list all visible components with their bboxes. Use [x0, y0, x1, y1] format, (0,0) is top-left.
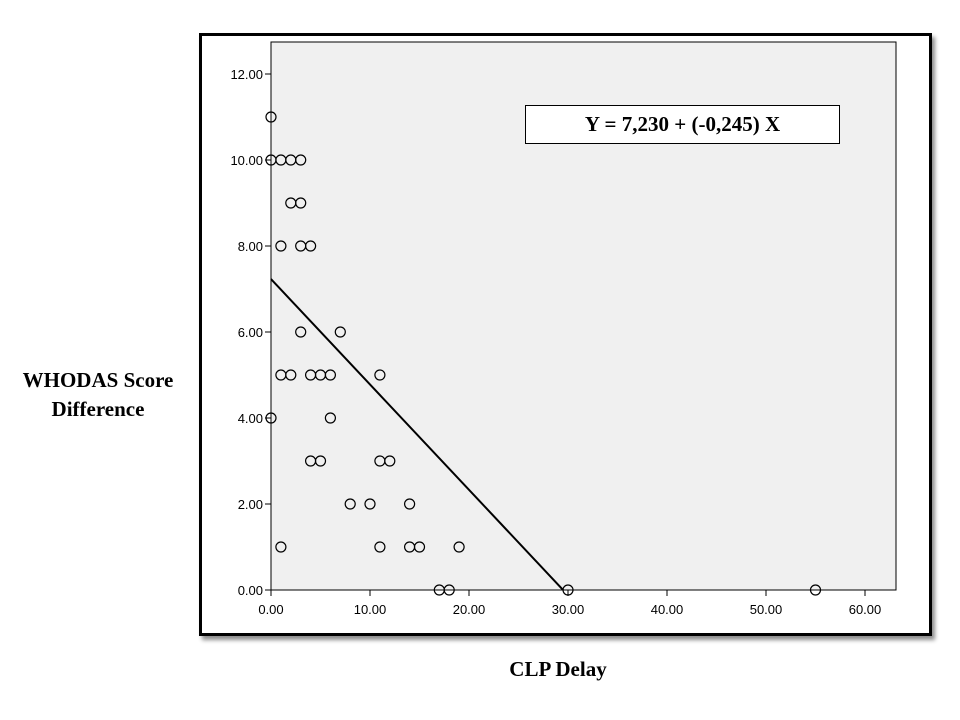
y-axis-label-line-2: Difference	[51, 397, 145, 421]
regression-equation-box: Y = 7,230 + (-0,245) X	[525, 105, 840, 144]
data-point	[413, 541, 426, 553]
y-tick-label: 10.00	[230, 153, 263, 168]
x-tick-label: 10.00	[354, 602, 387, 617]
x-tick-label: 50.00	[750, 602, 783, 617]
data-point	[275, 541, 287, 553]
y-axis-label: WHODAS Score Difference	[8, 366, 188, 424]
data-point	[443, 584, 455, 596]
data-point	[285, 369, 297, 381]
data-point	[295, 326, 307, 338]
y-tick-label: 12.00	[230, 67, 263, 82]
x-tick-label: 30.00	[552, 602, 585, 617]
data-point	[562, 584, 574, 596]
data-point	[374, 369, 386, 381]
data-point	[324, 412, 336, 424]
data-point	[374, 541, 386, 553]
y-axis: 0.00 2.00 4.00 6.00 8.00 10.00 12.00	[230, 67, 271, 598]
x-tick-label: 0.00	[258, 602, 283, 617]
x-tick-label: 60.00	[849, 602, 882, 617]
data-point	[275, 240, 287, 252]
y-tick-label: 8.00	[238, 239, 263, 254]
data-point	[809, 584, 822, 596]
data-point	[265, 412, 277, 424]
data-point	[344, 498, 356, 510]
x-axis-label: CLP Delay	[509, 657, 607, 681]
data-point	[334, 326, 346, 338]
data-point	[295, 197, 307, 209]
regression-line	[270, 278, 564, 591]
x-tick-label: 40.00	[651, 602, 684, 617]
data-point	[265, 111, 277, 123]
y-tick-label: 0.00	[238, 583, 263, 598]
y-tick-label: 6.00	[238, 325, 263, 340]
y-tick-label: 4.00	[238, 411, 263, 426]
data-point	[384, 455, 396, 467]
data-point	[453, 541, 465, 553]
y-axis-label-line-1: WHODAS Score	[22, 368, 174, 392]
x-tick-label: 20.00	[453, 602, 486, 617]
data-point	[314, 455, 327, 467]
data-point	[404, 498, 416, 510]
data-point	[364, 498, 376, 510]
y-tick-label: 2.00	[238, 497, 263, 512]
data-points	[265, 111, 822, 596]
x-axis: 0.00 10.00 20.00 30.00 40.00 50.00 60.00	[258, 590, 881, 617]
data-point	[324, 369, 336, 381]
data-point	[295, 154, 307, 166]
data-point	[304, 240, 317, 252]
